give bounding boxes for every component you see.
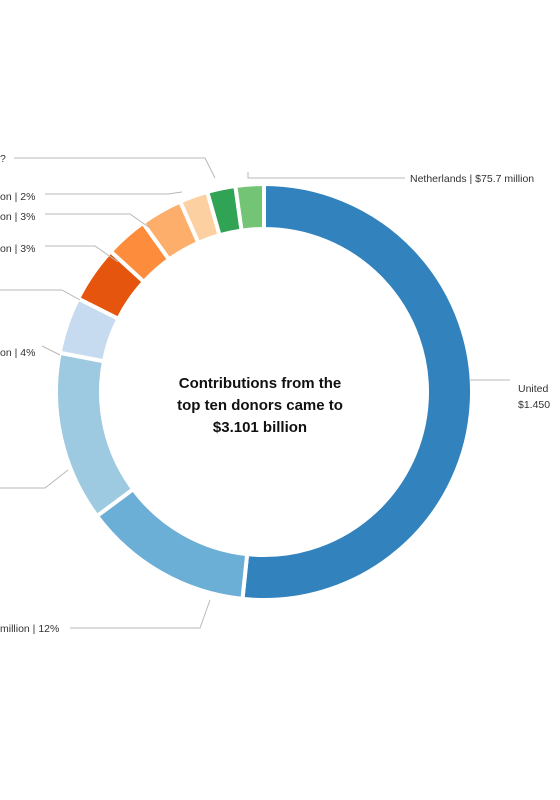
slice-label-7-line-1: on | 3% bbox=[0, 211, 35, 223]
slice-label-4: on | 4% bbox=[0, 347, 35, 359]
leader-line-2 bbox=[70, 599, 211, 629]
leader-line-5 bbox=[0, 289, 81, 301]
slice-label-1: United $1.450 bbox=[518, 383, 550, 411]
slice-label-10-line-1: Netherlands | $75.7 million bbox=[410, 173, 534, 185]
leader-line-3 bbox=[0, 469, 69, 489]
center-text-line-3: $3.101 billion bbox=[213, 419, 307, 436]
donut-slice-1 bbox=[240, 181, 474, 602]
slice-label-7: on | 3% bbox=[0, 211, 35, 223]
donut-slices bbox=[54, 181, 474, 602]
leader-line-7 bbox=[45, 213, 151, 229]
slice-label-6-line-1: on | 3% bbox=[0, 243, 35, 255]
slice-label-1-line-2: $1.450 bbox=[518, 399, 550, 411]
slice-label-9-line-1: ? bbox=[0, 153, 6, 165]
slice-label-2: million | 12% bbox=[0, 623, 59, 635]
slice-label-4-line-1: on | 4% bbox=[0, 347, 35, 359]
slice-label-6: on | 3% bbox=[0, 243, 35, 255]
leader-line-8 bbox=[45, 191, 183, 195]
slice-label-1-line-1: United bbox=[518, 383, 549, 395]
leader-line-6 bbox=[45, 245, 119, 263]
slice-labels: United $1.450 million | 12% on | 4% on | 3% o… bbox=[0, 153, 550, 635]
leader-line-10 bbox=[247, 172, 405, 179]
donut-slice-3 bbox=[54, 350, 136, 519]
donut-slice-2 bbox=[94, 486, 250, 602]
slice-label-10: Netherlands | $75.7 million bbox=[410, 173, 534, 185]
leader-line-9 bbox=[14, 157, 216, 179]
slice-label-2-line-1: million | 12% bbox=[0, 623, 59, 635]
slice-label-8-line-1: on | 2% bbox=[0, 191, 35, 203]
leader-line-4 bbox=[41, 345, 61, 356]
center-text-line-1: Contributions from the bbox=[179, 375, 341, 392]
donut-slice-10 bbox=[233, 181, 266, 233]
slice-label-9: ? bbox=[0, 153, 6, 165]
center-text-line-2: top ten donors came to bbox=[177, 397, 343, 414]
slice-label-8: on | 2% bbox=[0, 191, 35, 203]
leader-lines bbox=[0, 157, 510, 629]
